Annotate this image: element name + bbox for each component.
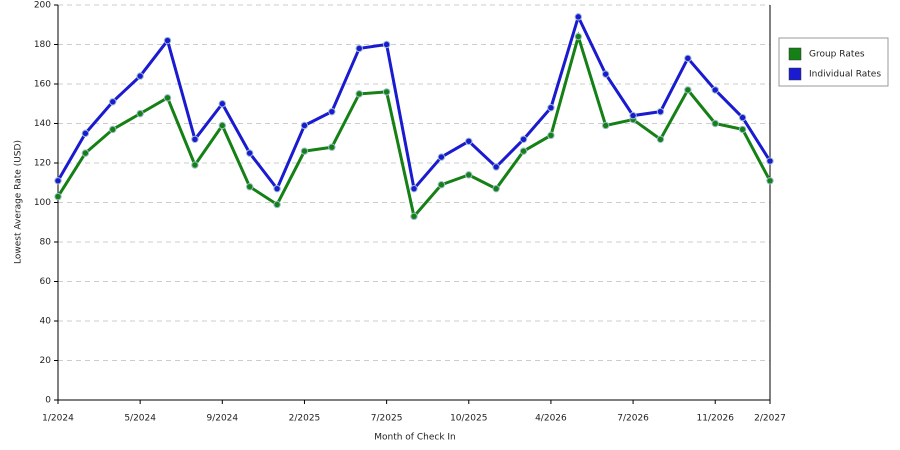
x-tick-label: 11/2026 <box>697 414 735 424</box>
y-tick-label: 160 <box>34 80 51 90</box>
x-tick-label: 2/2025 <box>289 414 321 424</box>
y-tick-label: 120 <box>34 159 51 169</box>
data-point <box>711 119 719 128</box>
data-point <box>382 88 391 96</box>
data-point <box>273 200 281 209</box>
y-tick-label: 100 <box>34 198 51 208</box>
x-tick-label: 5/2024 <box>124 414 156 424</box>
data-point <box>355 44 363 53</box>
x-tick-label: 7/2026 <box>617 414 649 424</box>
x-tick-label: 4/2026 <box>535 414 567 424</box>
data-point <box>547 131 555 140</box>
data-point <box>355 90 363 98</box>
legend-swatch <box>788 47 802 61</box>
data-point <box>574 32 583 41</box>
data-point <box>191 135 199 144</box>
data-point <box>766 157 774 165</box>
data-point <box>81 129 90 138</box>
legend-swatch <box>788 67 802 81</box>
data-point <box>629 111 637 120</box>
data-point <box>163 36 172 45</box>
data-point <box>218 121 227 130</box>
data-point <box>574 13 583 21</box>
data-point <box>766 177 774 185</box>
data-point <box>328 143 336 151</box>
data-point <box>109 98 117 106</box>
x-tick-label: 1/2024 <box>42 414 74 424</box>
data-point <box>738 113 747 122</box>
data-point <box>328 107 336 116</box>
data-point <box>656 135 665 144</box>
data-point <box>711 86 719 94</box>
data-point <box>410 184 418 193</box>
data-point <box>684 86 692 94</box>
data-point <box>410 212 418 221</box>
data-point <box>245 183 254 191</box>
x-tick-label: 10/2025 <box>450 414 487 424</box>
data-point <box>519 135 528 144</box>
x-tick-label: 7/2025 <box>371 414 403 424</box>
data-point <box>519 147 528 155</box>
data-point <box>656 107 665 116</box>
data-point <box>191 161 199 169</box>
data-point <box>54 192 62 201</box>
data-point <box>437 181 446 189</box>
x-axis-title: Month of Check In <box>374 433 456 443</box>
y-tick-label: 40 <box>40 317 52 327</box>
y-tick-label: 0 <box>45 396 51 406</box>
y-tick-label: 200 <box>34 1 51 11</box>
data-point <box>54 177 62 185</box>
legend-label: Individual Rates <box>809 70 881 80</box>
y-tick-label: 140 <box>34 119 51 129</box>
data-point <box>81 149 90 157</box>
data-point <box>492 184 500 193</box>
data-point <box>136 72 144 80</box>
data-point <box>163 94 172 102</box>
data-point <box>382 40 391 49</box>
data-point <box>245 149 254 157</box>
data-point <box>547 104 555 112</box>
data-point <box>300 121 309 130</box>
data-point <box>601 121 610 130</box>
data-point <box>218 100 227 108</box>
data-point <box>109 125 117 134</box>
y-tick-label: 20 <box>40 356 52 366</box>
data-point <box>465 171 473 179</box>
legend-label: Group Rates <box>809 50 865 60</box>
data-point <box>300 147 309 155</box>
x-tick-label: 2/2027 <box>754 414 786 424</box>
data-point <box>492 163 500 171</box>
data-point <box>684 54 692 63</box>
x-tick-label: 9/2024 <box>206 414 238 424</box>
data-point <box>273 184 281 193</box>
y-tick-label: 80 <box>40 238 52 248</box>
y-tick-label: 60 <box>40 277 52 287</box>
data-point <box>465 137 473 145</box>
y-tick-label: 180 <box>34 40 51 50</box>
y-axis-title: Lowest Average Rate (USD) <box>14 140 24 264</box>
data-point <box>738 125 747 134</box>
data-point <box>437 153 446 161</box>
data-point <box>601 70 610 78</box>
data-point <box>136 109 144 118</box>
